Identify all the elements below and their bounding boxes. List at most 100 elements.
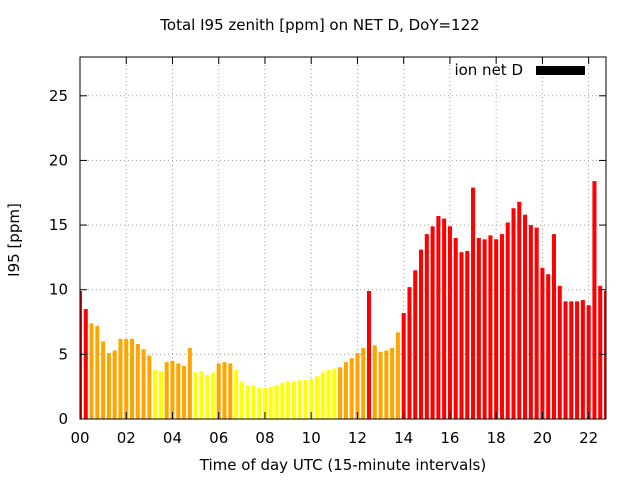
bar bbox=[505, 222, 510, 419]
bar bbox=[239, 381, 244, 419]
bar bbox=[228, 363, 233, 419]
bar bbox=[488, 235, 493, 419]
bar bbox=[112, 350, 117, 419]
bar bbox=[494, 239, 499, 419]
y-tick-label: 10 bbox=[49, 281, 68, 299]
bar bbox=[262, 387, 267, 419]
bar bbox=[546, 274, 551, 419]
bar bbox=[135, 344, 140, 419]
bar bbox=[517, 201, 522, 419]
bar bbox=[176, 363, 181, 419]
bar bbox=[499, 234, 504, 419]
bar bbox=[95, 325, 100, 419]
bar bbox=[170, 360, 175, 419]
bar bbox=[413, 270, 418, 419]
bar bbox=[349, 358, 354, 419]
bar bbox=[153, 369, 158, 419]
bar bbox=[314, 376, 320, 419]
bar bbox=[274, 385, 279, 419]
bar bbox=[101, 341, 106, 419]
bar bbox=[89, 323, 94, 419]
bar bbox=[511, 208, 516, 419]
bar bbox=[592, 181, 597, 419]
x-tick-label: 22 bbox=[579, 429, 598, 447]
x-tick-label: 06 bbox=[209, 429, 228, 447]
bar bbox=[83, 309, 88, 419]
bar bbox=[442, 218, 447, 419]
bar bbox=[124, 338, 129, 419]
bar bbox=[471, 187, 476, 419]
bar bbox=[129, 338, 135, 419]
bar bbox=[355, 353, 360, 419]
x-axis-label: Time of day UTC (15-minute intervals) bbox=[199, 456, 487, 474]
x-tick-label: 20 bbox=[533, 429, 552, 447]
bar bbox=[286, 381, 291, 419]
bar bbox=[164, 362, 169, 419]
bar bbox=[390, 347, 395, 419]
y-tick-label: 25 bbox=[49, 87, 68, 105]
legend-label: ion net D bbox=[454, 61, 523, 79]
bar bbox=[551, 234, 557, 419]
bar bbox=[118, 338, 123, 419]
bar bbox=[141, 349, 146, 419]
x-tick-label: 14 bbox=[394, 429, 413, 447]
bar bbox=[205, 375, 210, 419]
bar bbox=[447, 226, 452, 419]
bar bbox=[361, 347, 366, 419]
bar bbox=[575, 301, 580, 419]
bar bbox=[193, 372, 198, 419]
x-tick-label: 02 bbox=[117, 429, 136, 447]
bar bbox=[210, 372, 215, 419]
bar bbox=[540, 267, 545, 419]
bar bbox=[343, 362, 348, 419]
bar bbox=[430, 226, 435, 419]
bar bbox=[453, 238, 458, 419]
bar bbox=[182, 365, 187, 419]
bar bbox=[222, 362, 227, 419]
bar bbox=[257, 387, 262, 419]
bar bbox=[534, 227, 539, 419]
bar bbox=[199, 371, 204, 419]
bar bbox=[395, 332, 400, 419]
bar bbox=[309, 378, 314, 419]
x-tick-label: 08 bbox=[255, 429, 274, 447]
y-tick-label: 15 bbox=[49, 216, 68, 234]
bar bbox=[465, 250, 470, 419]
y-tick-label: 0 bbox=[58, 410, 68, 428]
bar bbox=[268, 386, 273, 419]
bar bbox=[419, 249, 424, 419]
bar bbox=[291, 381, 296, 419]
bar bbox=[372, 345, 377, 419]
bar bbox=[251, 385, 256, 419]
bar bbox=[557, 285, 562, 419]
bar bbox=[482, 239, 487, 419]
bar bbox=[320, 372, 325, 419]
bar bbox=[280, 382, 285, 419]
bar bbox=[147, 355, 152, 419]
bar bbox=[424, 234, 429, 419]
plot-border bbox=[79, 56, 607, 420]
bar bbox=[436, 216, 441, 419]
bar bbox=[476, 238, 481, 419]
bar bbox=[603, 291, 606, 419]
bar bbox=[216, 363, 221, 419]
bar bbox=[187, 347, 192, 419]
bar bbox=[580, 300, 585, 419]
bar bbox=[569, 301, 574, 419]
bar bbox=[528, 225, 533, 419]
bar bbox=[245, 385, 250, 419]
x-tick-label: 16 bbox=[440, 429, 459, 447]
bar bbox=[326, 369, 331, 419]
bar bbox=[158, 371, 163, 419]
y-tick-label: 20 bbox=[49, 151, 68, 169]
x-tick-label: 04 bbox=[163, 429, 182, 447]
bar bbox=[106, 353, 111, 419]
bar bbox=[378, 351, 383, 419]
bar bbox=[384, 350, 389, 419]
bar bbox=[401, 312, 406, 419]
chart-title: Total I95 zenith [ppm] on NET D, DoY=122 bbox=[160, 16, 480, 34]
y-tick-label: 5 bbox=[58, 345, 68, 363]
legend-swatch bbox=[536, 66, 585, 75]
